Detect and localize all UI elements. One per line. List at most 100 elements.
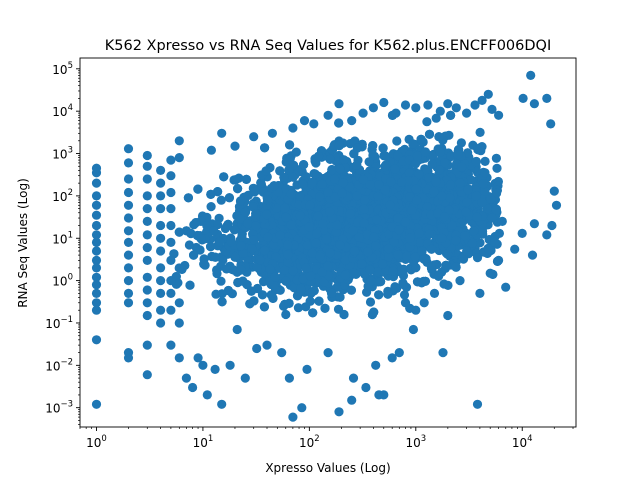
data-point	[310, 169, 320, 179]
data-point	[317, 179, 327, 189]
data-point	[314, 296, 324, 306]
data-point	[340, 270, 350, 280]
data-point	[235, 214, 245, 224]
data-point	[295, 211, 305, 221]
data-point	[302, 240, 312, 250]
data-point	[206, 189, 216, 199]
data-point	[412, 277, 423, 287]
data-point	[483, 243, 493, 254]
data-point	[422, 202, 432, 212]
data-point	[420, 276, 430, 286]
data-point	[386, 177, 396, 187]
data-point	[363, 247, 373, 257]
data-point	[238, 276, 248, 286]
data-point	[320, 303, 330, 313]
data-point	[434, 132, 444, 142]
data-point	[298, 274, 308, 284]
data-point	[319, 277, 329, 287]
data-point	[206, 242, 216, 252]
data-point	[318, 218, 328, 229]
data-point	[327, 165, 337, 175]
data-point	[210, 252, 220, 262]
data-point	[414, 228, 424, 238]
data-point	[352, 191, 362, 201]
data-point	[252, 262, 262, 272]
data-point	[269, 181, 279, 191]
data-point	[206, 202, 216, 212]
data-point	[221, 264, 232, 274]
data-point	[480, 156, 490, 166]
data-point	[315, 251, 325, 262]
data-point	[280, 265, 290, 275]
data-point	[275, 166, 285, 176]
data-point	[374, 180, 384, 190]
data-point	[246, 286, 256, 296]
data-point	[374, 290, 384, 300]
data-point	[247, 244, 257, 254]
data-point	[311, 238, 321, 248]
data-point	[298, 179, 308, 189]
data-point	[317, 267, 327, 277]
data-point	[327, 288, 337, 298]
data-point	[339, 155, 349, 165]
data-point	[352, 143, 362, 153]
data-point	[338, 178, 348, 188]
data-point	[491, 153, 501, 163]
data-point	[286, 220, 296, 230]
data-point	[305, 200, 315, 210]
data-point	[331, 227, 341, 237]
data-point	[195, 245, 205, 255]
data-point	[491, 205, 501, 215]
data-point	[349, 246, 360, 256]
data-point	[256, 178, 266, 188]
data-point	[439, 279, 449, 289]
data-point	[451, 262, 461, 272]
data-point	[373, 191, 383, 201]
data-point	[267, 220, 277, 231]
data-point	[284, 165, 294, 175]
data-point	[199, 254, 209, 264]
data-point	[399, 290, 410, 300]
data-point	[424, 229, 434, 239]
data-point	[325, 248, 335, 258]
data-point	[241, 174, 251, 184]
data-point	[340, 255, 350, 265]
data-point	[306, 288, 316, 298]
data-point	[380, 185, 390, 195]
data-point	[261, 166, 271, 176]
data-point	[462, 197, 472, 207]
data-point	[323, 261, 333, 271]
data-point	[218, 255, 228, 265]
data-point	[330, 192, 340, 202]
data-point	[259, 245, 270, 256]
data-point	[458, 253, 468, 263]
data-point	[235, 196, 246, 206]
data-point	[480, 168, 490, 178]
data-point	[427, 159, 437, 169]
data-point	[185, 280, 195, 290]
data-point	[392, 136, 402, 146]
data-point	[433, 271, 444, 281]
data-point	[281, 309, 291, 320]
data-point	[305, 296, 315, 306]
data-point	[237, 232, 247, 242]
data-point	[184, 240, 194, 250]
data-point	[249, 235, 259, 245]
data-point	[466, 175, 476, 185]
data-point	[354, 232, 364, 242]
data-point	[419, 254, 429, 264]
data-point	[280, 203, 290, 213]
data-point	[216, 276, 226, 286]
data-point	[335, 292, 345, 302]
data-point	[271, 203, 282, 213]
data-point	[335, 164, 345, 174]
data-point	[399, 280, 409, 290]
data-point	[216, 195, 226, 205]
data-point	[435, 147, 445, 157]
data-point	[323, 187, 333, 197]
data-point	[492, 163, 502, 173]
data-point	[445, 193, 455, 203]
data-point	[325, 207, 335, 217]
data-point	[410, 252, 420, 262]
